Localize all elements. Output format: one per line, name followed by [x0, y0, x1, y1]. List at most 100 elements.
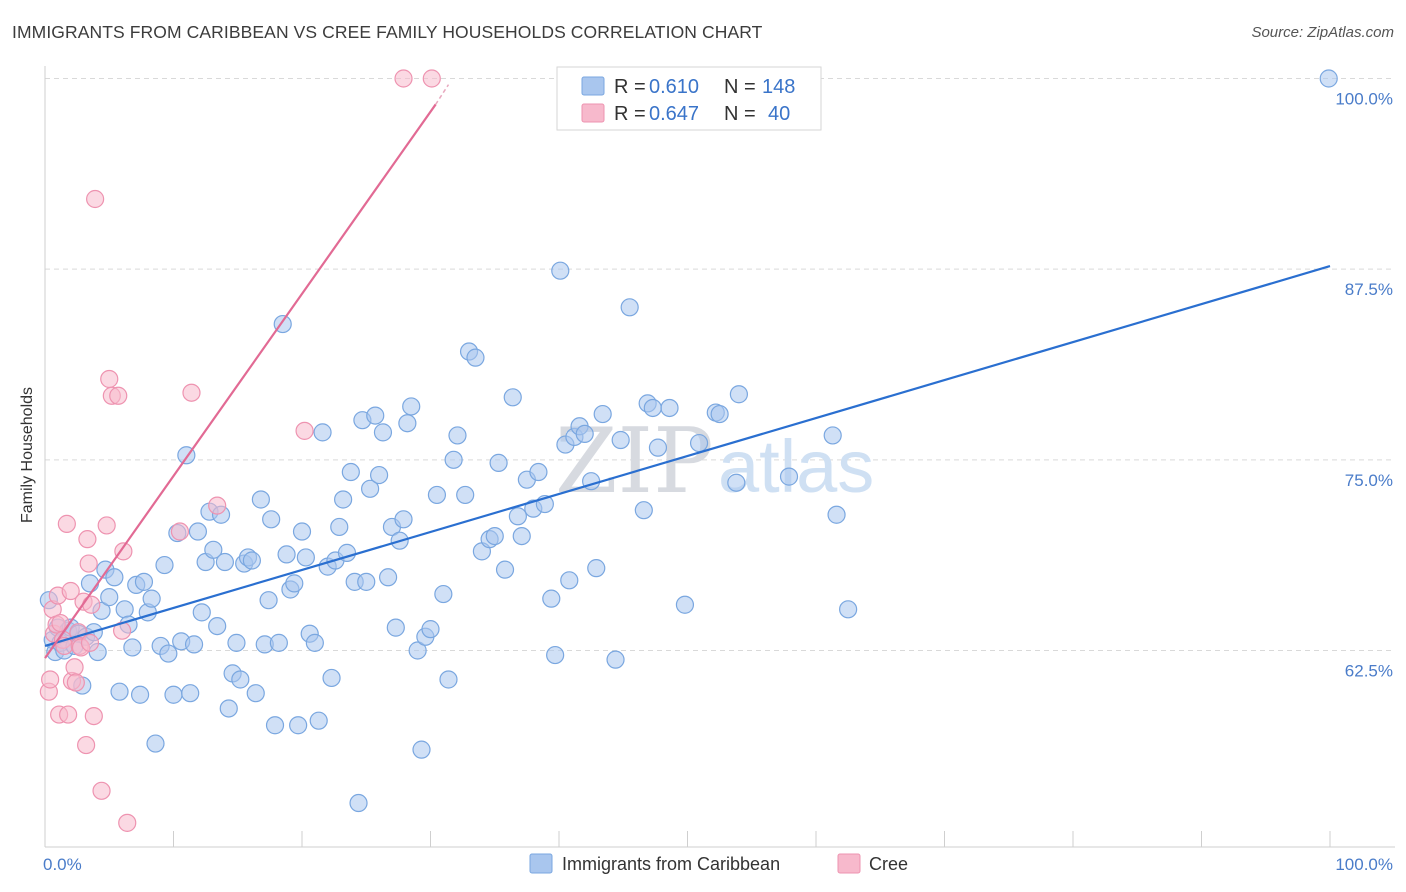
bottom-legend-swatch-cree: [837, 853, 861, 874]
caribbean-point-90: [394, 510, 413, 529]
x-tick-label-0: 0.0%: [43, 855, 82, 874]
caribbean-point-68: [305, 633, 324, 652]
caribbean-point-61: [277, 545, 296, 564]
x-tick-label-1: 100.0%: [1335, 855, 1393, 874]
cree-point-10: [57, 514, 76, 533]
caribbean-point-135: [660, 398, 679, 418]
caribbean-point-43: [208, 616, 227, 636]
caribbean-point-94: [412, 740, 431, 759]
cree-point-37: [208, 496, 227, 515]
caribbean-point-54: [251, 490, 270, 509]
caribbean-point-139: [710, 404, 729, 424]
y-tick-label-2: 87.5%: [1345, 280, 1393, 299]
cree-point-22: [79, 554, 98, 573]
watermark-atlas: atlas: [718, 425, 874, 508]
y-tick-labels: 62.5% 75.0% 87.5% 100.0%: [1335, 90, 1393, 681]
caribbean-point-119: [551, 261, 570, 280]
caribbean-point-86: [378, 568, 398, 587]
caribbean-point-133: [643, 398, 662, 418]
caribbean-point-42: [204, 540, 223, 559]
cree-point-34: [118, 813, 137, 832]
caribbean-point-45: [215, 552, 234, 572]
caribbean-point-128: [606, 650, 625, 669]
cree-point-23: [80, 633, 100, 652]
legend-swatch-pink: [581, 103, 605, 123]
x-tick-labels: 0.0% 100.0%: [43, 855, 1393, 874]
cree-point-27: [92, 781, 111, 800]
caribbean-point-146: [1319, 69, 1338, 88]
cree-point-14: [65, 658, 84, 677]
caribbean-point-137: [689, 433, 709, 453]
caribbean-point-107: [485, 526, 504, 546]
caribbean-point-142: [779, 467, 799, 486]
cree-point-38: [295, 421, 314, 440]
caribbean-point-24: [130, 685, 150, 704]
cree-point-20: [77, 735, 96, 755]
cree-point-25: [84, 706, 103, 726]
caribbean-point-28: [146, 734, 165, 753]
caribbean-point-84: [370, 465, 389, 485]
legend-r-value-2: 0.647: [649, 103, 699, 125]
y-tick-label-3: 100.0%: [1335, 90, 1393, 109]
cree-point-40: [422, 69, 441, 88]
data-points: [39, 69, 1338, 832]
legend-n-label-2: N =: [724, 103, 756, 125]
cree-point-11: [59, 705, 78, 724]
caribbean-point-130: [620, 298, 639, 317]
y-tick-label-1: 75.0%: [1345, 471, 1393, 490]
caribbean-point-129: [611, 430, 630, 450]
caribbean-point-85: [373, 423, 393, 442]
legend-r-value-1: 0.610: [649, 76, 699, 98]
bottom-legend-swatch-caribbean: [529, 853, 553, 874]
caribbean-point-48: [227, 633, 246, 652]
caribbean-point-96: [421, 620, 440, 639]
caribbean-point-134: [648, 438, 668, 457]
caribbean-point-79: [349, 793, 368, 813]
caribbean-point-46: [219, 699, 238, 718]
caribbean-point-126: [587, 559, 606, 578]
caribbean-point-98: [434, 584, 453, 604]
caribbean-point-72: [322, 668, 341, 688]
caribbean-point-38: [188, 522, 208, 541]
cree-point-33: [114, 542, 133, 561]
legend-n-value-1: 148: [762, 76, 795, 98]
cree-point-1: [41, 670, 60, 689]
caribbean-point-63: [285, 574, 304, 593]
caribbean-point-91: [398, 414, 417, 433]
caribbean-point-83: [366, 406, 385, 425]
cree-point-24: [82, 595, 101, 614]
caribbean-point-32: [164, 685, 183, 704]
caribbean-point-74: [330, 517, 349, 537]
caribbean-point-88: [386, 618, 405, 637]
caribbean-point-104: [466, 348, 485, 367]
caribbean-point-69: [309, 711, 328, 730]
cree-trend-extension: [435, 84, 450, 105]
caribbean-point-102: [456, 485, 475, 505]
legend-n-value-2: 40: [768, 103, 790, 125]
trend-lines: [44, 84, 1331, 659]
bottom-legend-label-cree: Cree: [869, 854, 908, 874]
caribbean-point-144: [827, 505, 846, 524]
caribbean-point-111: [508, 507, 527, 526]
cree-point-31: [109, 386, 128, 405]
caribbean-point-75: [334, 490, 353, 509]
caribbean-point-17: [100, 588, 119, 607]
caribbean-point-124: [575, 424, 594, 444]
bottom-legend-label-caribbean: Immigrants from Caribbean: [562, 854, 780, 874]
legend-n-label-1: N =: [724, 76, 756, 98]
caribbean-point-12: [80, 574, 100, 593]
caribbean-point-121: [560, 571, 579, 590]
caribbean-point-118: [546, 645, 565, 665]
caribbean-point-58: [265, 716, 285, 735]
cree-point-36: [182, 383, 201, 402]
cree-point-35: [170, 522, 190, 541]
caribbean-point-127: [593, 404, 612, 424]
caribbean-point-136: [675, 595, 695, 614]
caribbean-point-37: [184, 635, 204, 654]
cree-point-21: [78, 530, 97, 549]
caribbean-point-140: [727, 473, 746, 492]
legend-r-label-1: R =: [614, 76, 646, 98]
cree-point-28: [97, 516, 116, 535]
caribbean-point-100: [444, 450, 463, 469]
